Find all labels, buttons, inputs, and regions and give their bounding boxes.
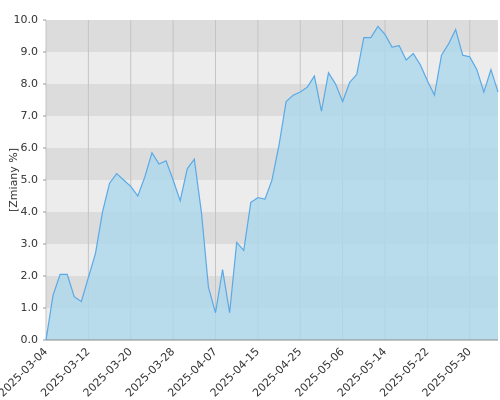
grid-band xyxy=(46,20,498,52)
area xyxy=(46,26,498,341)
y-tick-label: 2.0 xyxy=(21,269,39,282)
line xyxy=(45,25,499,341)
y-tick-label: 9.0 xyxy=(21,45,39,58)
y-tick-label: 1.0 xyxy=(21,301,39,314)
y-tick-label: 6.0 xyxy=(21,141,39,154)
y-axis-label: [Zmiany %] xyxy=(7,148,20,212)
y-tick-label: 8.0 xyxy=(21,77,39,90)
y-tick-label: 10.0 xyxy=(14,13,39,26)
y-tick-label: 4.0 xyxy=(21,205,39,218)
y-tick-label: 3.0 xyxy=(21,237,39,250)
y-tick-label: 7.0 xyxy=(21,109,39,122)
y-tick-label: 5.0 xyxy=(21,173,39,186)
y-tick-label: 0.0 xyxy=(21,333,39,346)
grid-band xyxy=(46,52,498,84)
